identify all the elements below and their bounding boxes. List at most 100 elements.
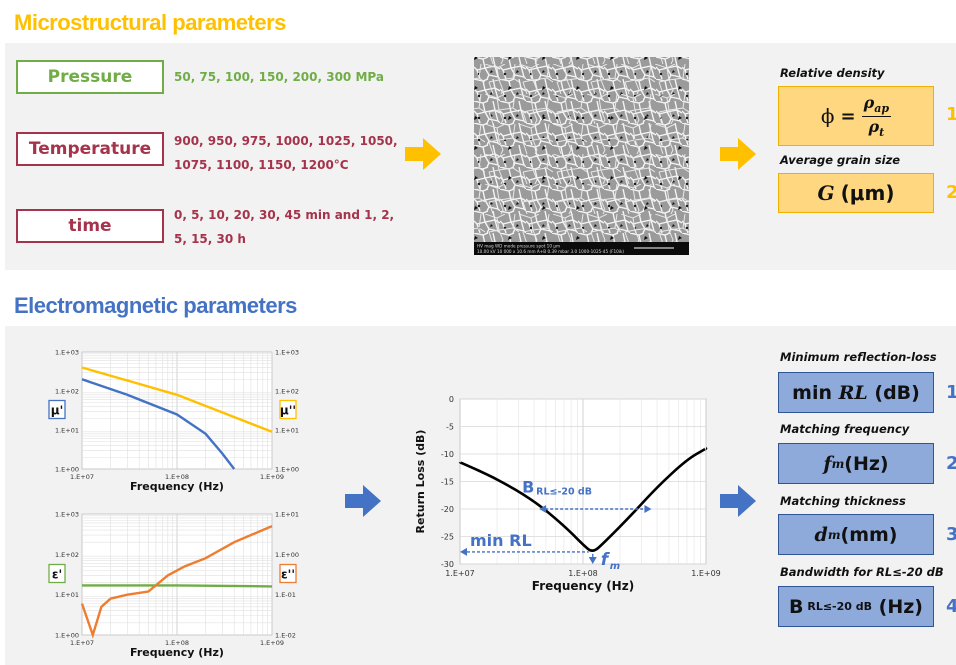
y-tick-label: -25 (441, 533, 454, 542)
time-values-line1: 0, 5, 10, 20, 30, 45 min and 1, 2, (174, 208, 395, 222)
time-values: 0, 5, 10, 20, 30, 45 min and 1, 2, 5, 15,… (174, 203, 394, 251)
em-arrow-2-icon (720, 485, 756, 517)
x-tick-label: 1.E+08 (165, 639, 189, 647)
matching-frequency-label: Matching frequency (780, 422, 910, 436)
grain-G: G (817, 181, 835, 205)
y2-tick-label: 1.E-01 (275, 591, 296, 599)
x-tick-label: 1.E+08 (165, 473, 189, 481)
em-output-number-4: 4 (946, 596, 956, 617)
min-rl-label: Minimum reflection-loss (780, 350, 937, 364)
y-tick-label: 1.E+00 (55, 632, 79, 640)
series-line-2 (80, 524, 273, 639)
x-tick-label: 1.E+09 (691, 569, 721, 578)
x-tick-label: 1.E+09 (260, 639, 284, 647)
x-tick-label: 1.E+09 (260, 473, 284, 481)
y-axis-title: μ' (51, 404, 64, 418)
output-number-2: 2 (946, 182, 956, 203)
y2-tick-label: 1.E+00 (275, 466, 299, 474)
pressure-values: 50, 75, 100, 150, 200, 300 MPa (174, 65, 384, 89)
y-tick-label: -5 (446, 423, 454, 432)
fm-label: f (601, 550, 611, 570)
temperature-values: 900, 950, 975, 1000, 1025, 1050, 1075, 11… (174, 129, 398, 177)
rho-ap-sub: ap (874, 102, 890, 116)
return-loss-chart: 0 -5 -10 -15 -20 -25 -301.E+07 1.E+08 1.E+09 Freq… (414, 395, 721, 593)
dm-sub: m (827, 527, 841, 542)
x-tick-label: 1.E+07 (70, 473, 94, 481)
y-tick-label: 1.E+01 (55, 591, 79, 599)
min-rl-c: (dB) (867, 381, 920, 404)
phi-symbol: ϕ (820, 104, 835, 128)
x-tick-label: 1.E+07 (445, 569, 475, 578)
bandwidth-label: B (522, 478, 534, 497)
fm-f: f (823, 452, 832, 475)
y-tick-label: 0 (449, 395, 454, 404)
y2-tick-label: 1.E+03 (275, 349, 299, 357)
time-box: time (16, 209, 164, 243)
rho-t: ρ (868, 116, 880, 136)
permeability-chart: 1.E+07 1.E+08 1.E+091.E+001.E+011.E+021.E+… (48, 349, 299, 493)
x-axis-title: Frequency (Hz) (130, 480, 224, 493)
series-line-1 (81, 378, 236, 470)
time-values-line2: 5, 15, 30 h (174, 232, 246, 246)
pressure-box: Pressure (16, 60, 164, 94)
y2-axis-title-box (279, 563, 297, 584)
y2-tick-label: 1.E+01 (275, 511, 299, 519)
em-output-number-3: 3 (946, 524, 956, 545)
bw-unit: (Hz) (872, 595, 923, 618)
y2-axis-title: μ'' (280, 404, 296, 418)
min-rl-a: min (792, 381, 839, 404)
matching-thickness-box: d m (mm) (778, 514, 934, 555)
y-tick-label: 1.E+00 (55, 466, 79, 474)
grain-size-box: G (μm) (778, 173, 934, 213)
sem-info-line2: 10.00 kV 10 000 x 10.6 mm A+B 0.39 mbar … (477, 249, 624, 254)
em-section-title: Electromagnetic parameters (14, 293, 297, 318)
em-output-number-1: 1 (946, 382, 956, 403)
micro-arrow-1-icon (405, 138, 441, 170)
fm-sub: m (831, 456, 845, 471)
min-rl-label: min RL (470, 531, 532, 550)
bandwidth-arrowhead-left (539, 505, 547, 513)
y-tick-label: -15 (441, 478, 454, 487)
grain-unit: (μm) (840, 181, 895, 205)
em-arrow-1-icon (345, 485, 381, 517)
x-tick-label: 1.E+08 (568, 569, 598, 578)
micro-arrow-2-icon (720, 138, 756, 170)
bandwidth-arrowhead-right (644, 505, 652, 513)
x-tick-label: 1.E+07 (70, 639, 94, 647)
y-tick-label: 1.E+02 (55, 388, 79, 396)
y2-axis-title: ε'' (281, 568, 295, 582)
y2-tick-label: 1.E+02 (275, 388, 299, 396)
grain-size-label: Average grain size (780, 153, 901, 167)
sem-micrograph: HV mag WD mode pressure spot 10 μm 10.00… (474, 57, 689, 255)
y2-tick-label: 1.E-02 (275, 632, 296, 640)
y-tick-label: 1.E+03 (55, 511, 79, 519)
temperature-values-line2: 1075, 1100, 1150, 1200°C (174, 158, 349, 172)
rho-t-sub: t (879, 125, 885, 139)
equals-sign: = (840, 105, 856, 127)
bw-b: B (789, 595, 804, 618)
y-tick-label: 1.E+03 (55, 349, 79, 357)
temperature-label: Temperature (28, 139, 152, 159)
y-axis-title-box (48, 563, 66, 584)
fraction-numerator: ρap (861, 93, 892, 117)
time-label: time (68, 216, 112, 236)
x-axis-title: Frequency (Hz) (130, 646, 224, 659)
fm-arrowhead (588, 557, 597, 564)
fm-unit: (Hz) (844, 452, 889, 475)
em-output-number-2: 2 (946, 453, 956, 474)
y-tick-label: 1.E+02 (55, 551, 79, 559)
y-axis-title: Return Loss (dB) (414, 430, 427, 534)
permittivity-chart: 1.E+07 1.E+08 1.E+09 1.E+00 1.E+01 1.E+02 1.E+… (48, 511, 299, 659)
matching-frequency-box: f m (Hz) (778, 443, 934, 484)
sem-info-line1: HV mag WD mode pressure spot 10 μm (477, 244, 560, 249)
fraction-denominator: ρt (868, 117, 884, 139)
bandwidth-label: Bandwidth for RL≤-20 dB (780, 565, 944, 579)
x-axis-title: Frequency (Hz) (532, 579, 634, 593)
y-axis-title: ε' (52, 568, 62, 582)
dm-unit: (mm) (840, 523, 898, 546)
relative-density-box: ϕ = ρap ρt (778, 86, 934, 146)
temperature-values-line1: 900, 950, 975, 1000, 1025, 1050, (174, 134, 398, 148)
y-tick-label: -30 (441, 560, 454, 569)
dm-d: d (814, 523, 828, 546)
density-fraction: ρap ρt (861, 93, 892, 139)
